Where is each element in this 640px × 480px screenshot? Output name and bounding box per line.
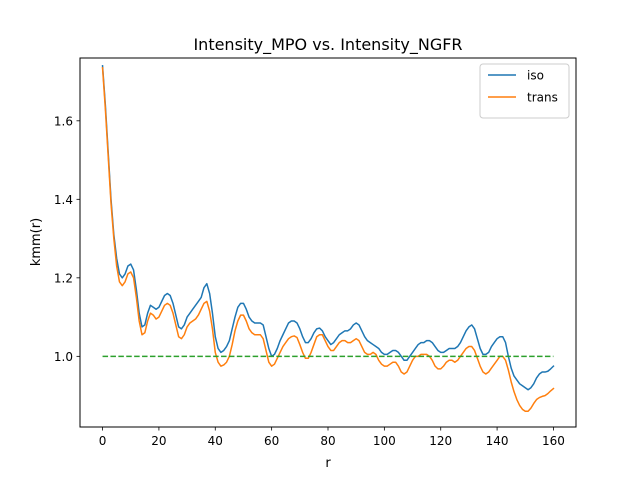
x-tick-label: 0 — [99, 434, 107, 448]
x-tick-label: 140 — [486, 434, 509, 448]
x-axis-label: r — [325, 456, 331, 471]
y-tick-label: 1.0 — [54, 350, 73, 364]
legend-label-iso: iso — [527, 69, 544, 83]
x-tick-label: 80 — [320, 434, 335, 448]
series-line-iso — [101, 65, 555, 391]
x-tick-label: 120 — [429, 434, 452, 448]
y-tick-label: 1.2 — [54, 271, 73, 285]
x-tick-label: 20 — [151, 434, 166, 448]
chart-title: Intensity_MPO vs. Intensity_NGFR — [193, 35, 462, 55]
x-tick-label: 100 — [373, 434, 396, 448]
series-line-trans — [101, 67, 555, 413]
legend: iso trans — [479, 63, 570, 119]
y-tick-label: 1.6 — [54, 114, 73, 128]
y-axis-label: kmm(r) — [29, 218, 44, 266]
legend-label-trans: trans — [527, 91, 558, 105]
x-tick-label: 160 — [542, 434, 565, 448]
plot-area — [101, 65, 555, 413]
y-tick-label: 1.4 — [54, 193, 73, 207]
legend-box — [479, 63, 570, 119]
x-tick-label: 40 — [208, 434, 223, 448]
x-axis-ticks: 0 20 40 60 80 100 120 140 160 — [99, 427, 565, 448]
x-tick-label: 60 — [264, 434, 279, 448]
y-axis-ticks: 1.0 1.2 1.4 1.6 — [54, 114, 80, 364]
